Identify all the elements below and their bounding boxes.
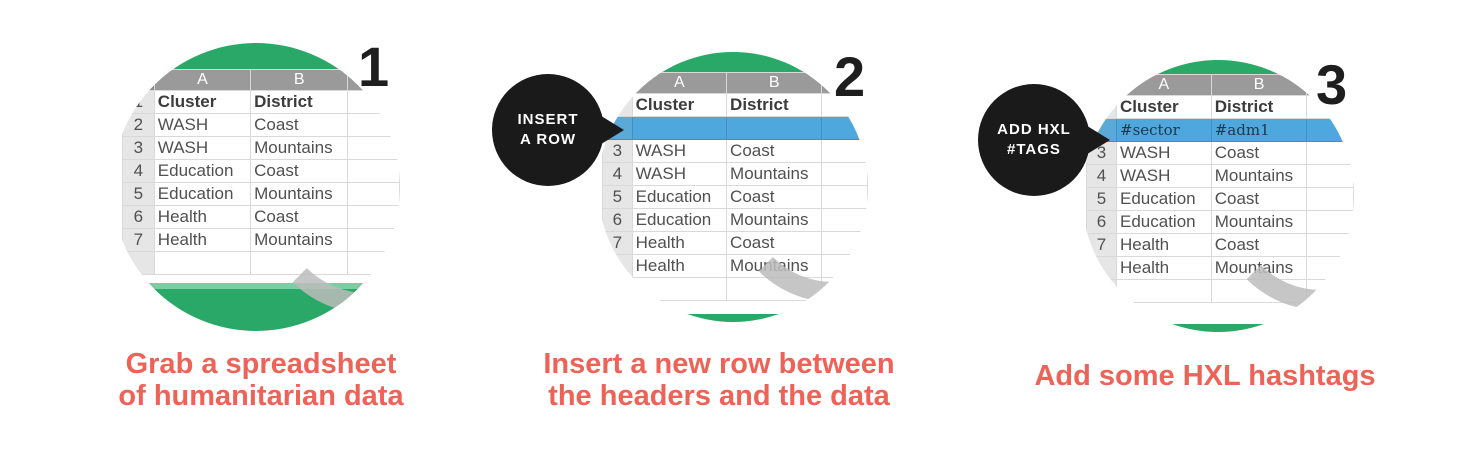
hashtag-cell: #sector: [1116, 118, 1212, 142]
table-row: Cluster District: [1086, 95, 1354, 119]
column-header-a: A: [153, 69, 252, 91]
step-3-panel: A B Cluster District #sector #adm1: [978, 0, 1470, 455]
step-caption: Add some HXL hashtags: [1034, 360, 1376, 392]
step-caption: Insert a new row between the headers and…: [543, 348, 895, 412]
column-header-b: B: [1210, 74, 1308, 96]
column-header-b: B: [726, 72, 823, 94]
step-2-panel: A B Cluster District 3: [490, 0, 980, 455]
spreadsheet-magnifier: A B Cluster District 3: [598, 52, 868, 322]
spreadsheet-magnifier: A B Cluster District #sector #adm1: [1082, 60, 1354, 332]
step-number: 3: [1316, 53, 1348, 116]
green-band-top: [112, 43, 400, 73]
green-band-highlight: [112, 283, 400, 289]
step-caption: Grab a spreadsheet of humanitarian data: [118, 348, 404, 412]
insert-row-callout: INSERT A ROW: [492, 74, 624, 186]
green-band-top: [1082, 60, 1354, 74]
step-number: 2: [834, 45, 866, 108]
spreadsheet-magnifier: A B 1 Cluster District 2 WASH Coast: [112, 43, 400, 331]
green-band-bottom: [1082, 324, 1354, 332]
column-header-a: A: [1116, 74, 1212, 96]
spreadsheet-grid: A B Cluster District #sector #adm1: [1086, 74, 1354, 303]
spreadsheet-excerpt: A B Cluster District #sector #adm1: [1086, 74, 1354, 303]
add-hxl-tags-callout: ADD HXL #TAGS: [978, 84, 1110, 196]
column-header-a: A: [631, 72, 728, 94]
step-number: 1: [358, 35, 390, 98]
column-header-row: A B: [602, 72, 868, 94]
green-band-bottom: [598, 314, 868, 322]
column-header-row: A B: [1086, 74, 1354, 96]
step-1-panel: A B 1 Cluster District 2 WASH Coast: [0, 0, 490, 455]
column-header-b: B: [250, 69, 349, 91]
table-row: Health Mountains: [1086, 256, 1354, 280]
